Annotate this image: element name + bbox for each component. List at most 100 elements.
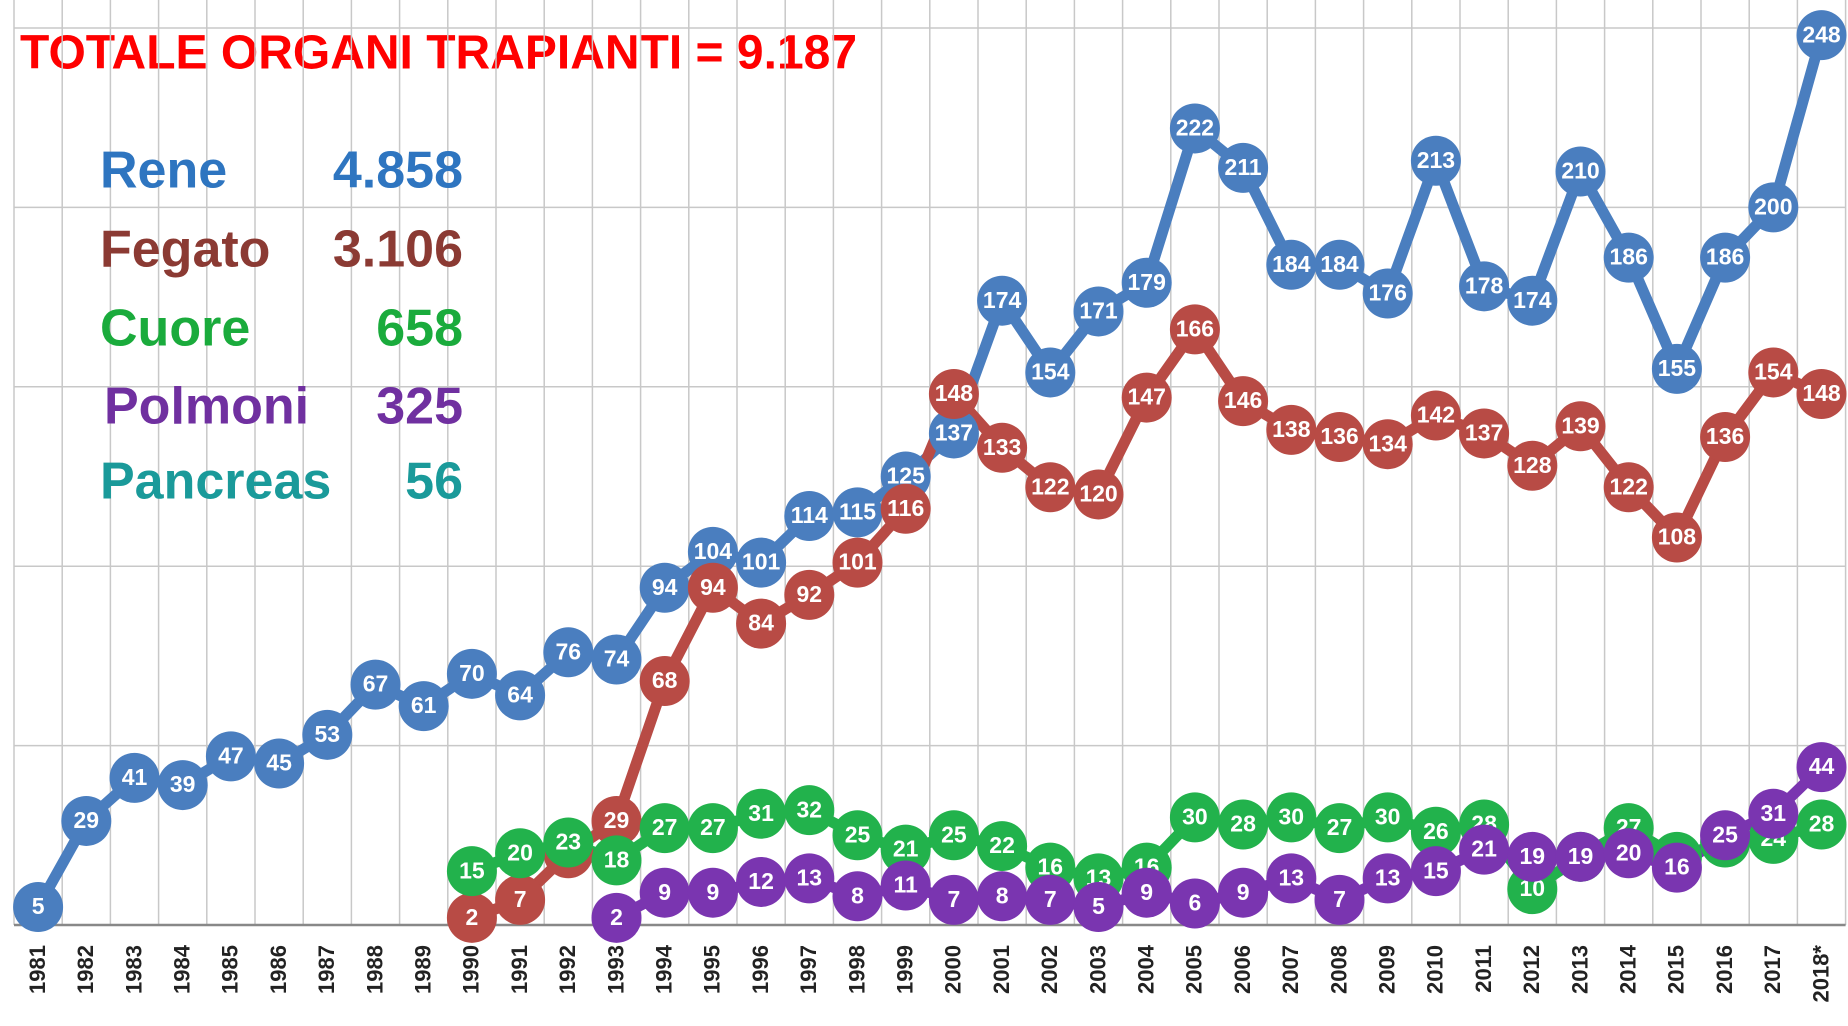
data-point: 137 [928,408,979,459]
point-marker [1748,347,1799,398]
data-label: 200 [1754,193,1792,219]
x-tick-label: 2011 [1471,945,1496,993]
data-point: 74 [591,634,642,685]
data-point: 13 [1362,853,1413,904]
point-marker [832,487,883,538]
x-tick-label: 1993 [603,945,628,994]
data-label: 248 [1802,21,1841,47]
x-tick-label: 1981 [25,945,50,994]
data-point: 116 [880,483,931,534]
point-marker [880,483,931,534]
data-point: 147 [1121,372,1172,423]
data-label: 9 [707,879,720,905]
point-marker [1410,846,1461,897]
data-label: 94 [652,574,678,600]
data-point: 9 [1218,867,1269,918]
data-point: 70 [446,648,497,699]
point-marker [687,526,738,577]
point-marker [591,634,642,685]
data-label: 136 [1706,423,1744,449]
data-point: 148 [1796,368,1847,419]
data-label: 148 [935,380,974,406]
data-point: 138 [1266,404,1317,455]
data-label: 155 [1658,355,1697,381]
data-point: 114 [784,490,835,541]
data-label: 27 [700,814,726,840]
point-marker [1169,103,1220,154]
point-marker [1410,806,1461,857]
data-point: 136 [1314,412,1365,463]
data-point: 146 [1218,376,1269,427]
data-point: 6 [1169,878,1220,929]
data-point: 108 [1651,512,1702,563]
data-point: 166 [1169,304,1220,355]
legend-label: Fegato [100,221,270,279]
data-label: 7 [1333,886,1346,912]
point-marker [639,656,690,707]
legend-total: 56 [405,453,463,511]
data-point: 13 [1266,853,1317,904]
data-point: 176 [1362,268,1413,319]
data-label: 94 [700,574,726,600]
x-tick-label: 2015 [1664,945,1689,994]
x-tick-label: 2008 [1326,945,1351,994]
point-marker [1603,828,1654,879]
data-point: 15 [1410,846,1461,897]
point-marker [1025,347,1076,398]
point-marker [1169,792,1220,843]
data-point: 154 [1748,347,1799,398]
point-marker [205,731,256,782]
point-marker [639,562,690,613]
data-label: 7 [1044,886,1057,912]
point-marker [832,871,883,922]
point-marker [1218,376,1269,427]
data-point: 27 [639,803,690,854]
point-marker [398,681,449,732]
data-label: 18 [604,846,630,872]
legend-total: 4.858 [333,142,463,200]
data-label: 134 [1369,430,1408,456]
data-label: 28 [1809,811,1835,837]
data-point: 174 [1507,275,1558,326]
data-label: 30 [1375,803,1401,829]
data-label: 20 [1616,839,1642,865]
point-marker [1700,412,1751,463]
data-label: 19 [1568,843,1594,869]
data-point: 29 [591,795,642,846]
x-tick-label: 2018* [1808,945,1833,1003]
point-marker [1748,182,1799,233]
data-label: 137 [935,420,973,446]
point-marker [1266,404,1317,455]
data-label: 154 [1031,359,1070,385]
point-marker [880,824,931,875]
data-point: 174 [977,275,1028,326]
data-point: 142 [1410,390,1461,441]
data-label: 70 [459,660,485,686]
data-point: 186 [1700,232,1751,283]
data-label: 31 [1761,800,1787,826]
data-label: 16 [1664,854,1690,880]
point-marker [1314,239,1365,290]
data-point: 9 [1121,867,1172,918]
point-marker [1651,842,1702,893]
data-point: 184 [1266,239,1317,290]
data-point: 11 [880,860,931,911]
data-point: 171 [1073,286,1124,337]
data-point: 21 [880,824,931,875]
point-marker [543,817,594,868]
data-label: 166 [1176,315,1214,341]
data-label: 30 [1279,803,1305,829]
data-point: 29 [61,795,112,846]
point-marker [446,892,497,943]
data-point: 84 [736,598,787,649]
data-label: 138 [1272,416,1311,442]
data-point: 31 [736,788,787,839]
data-label: 178 [1465,272,1504,298]
data-point: 8 [832,871,883,922]
point-marker [495,874,546,925]
data-label: 184 [1272,251,1311,277]
data-point: 44 [1796,742,1847,793]
data-point: 9 [687,867,738,918]
data-point: 5 [1073,882,1124,933]
data-label: 2 [610,904,623,930]
